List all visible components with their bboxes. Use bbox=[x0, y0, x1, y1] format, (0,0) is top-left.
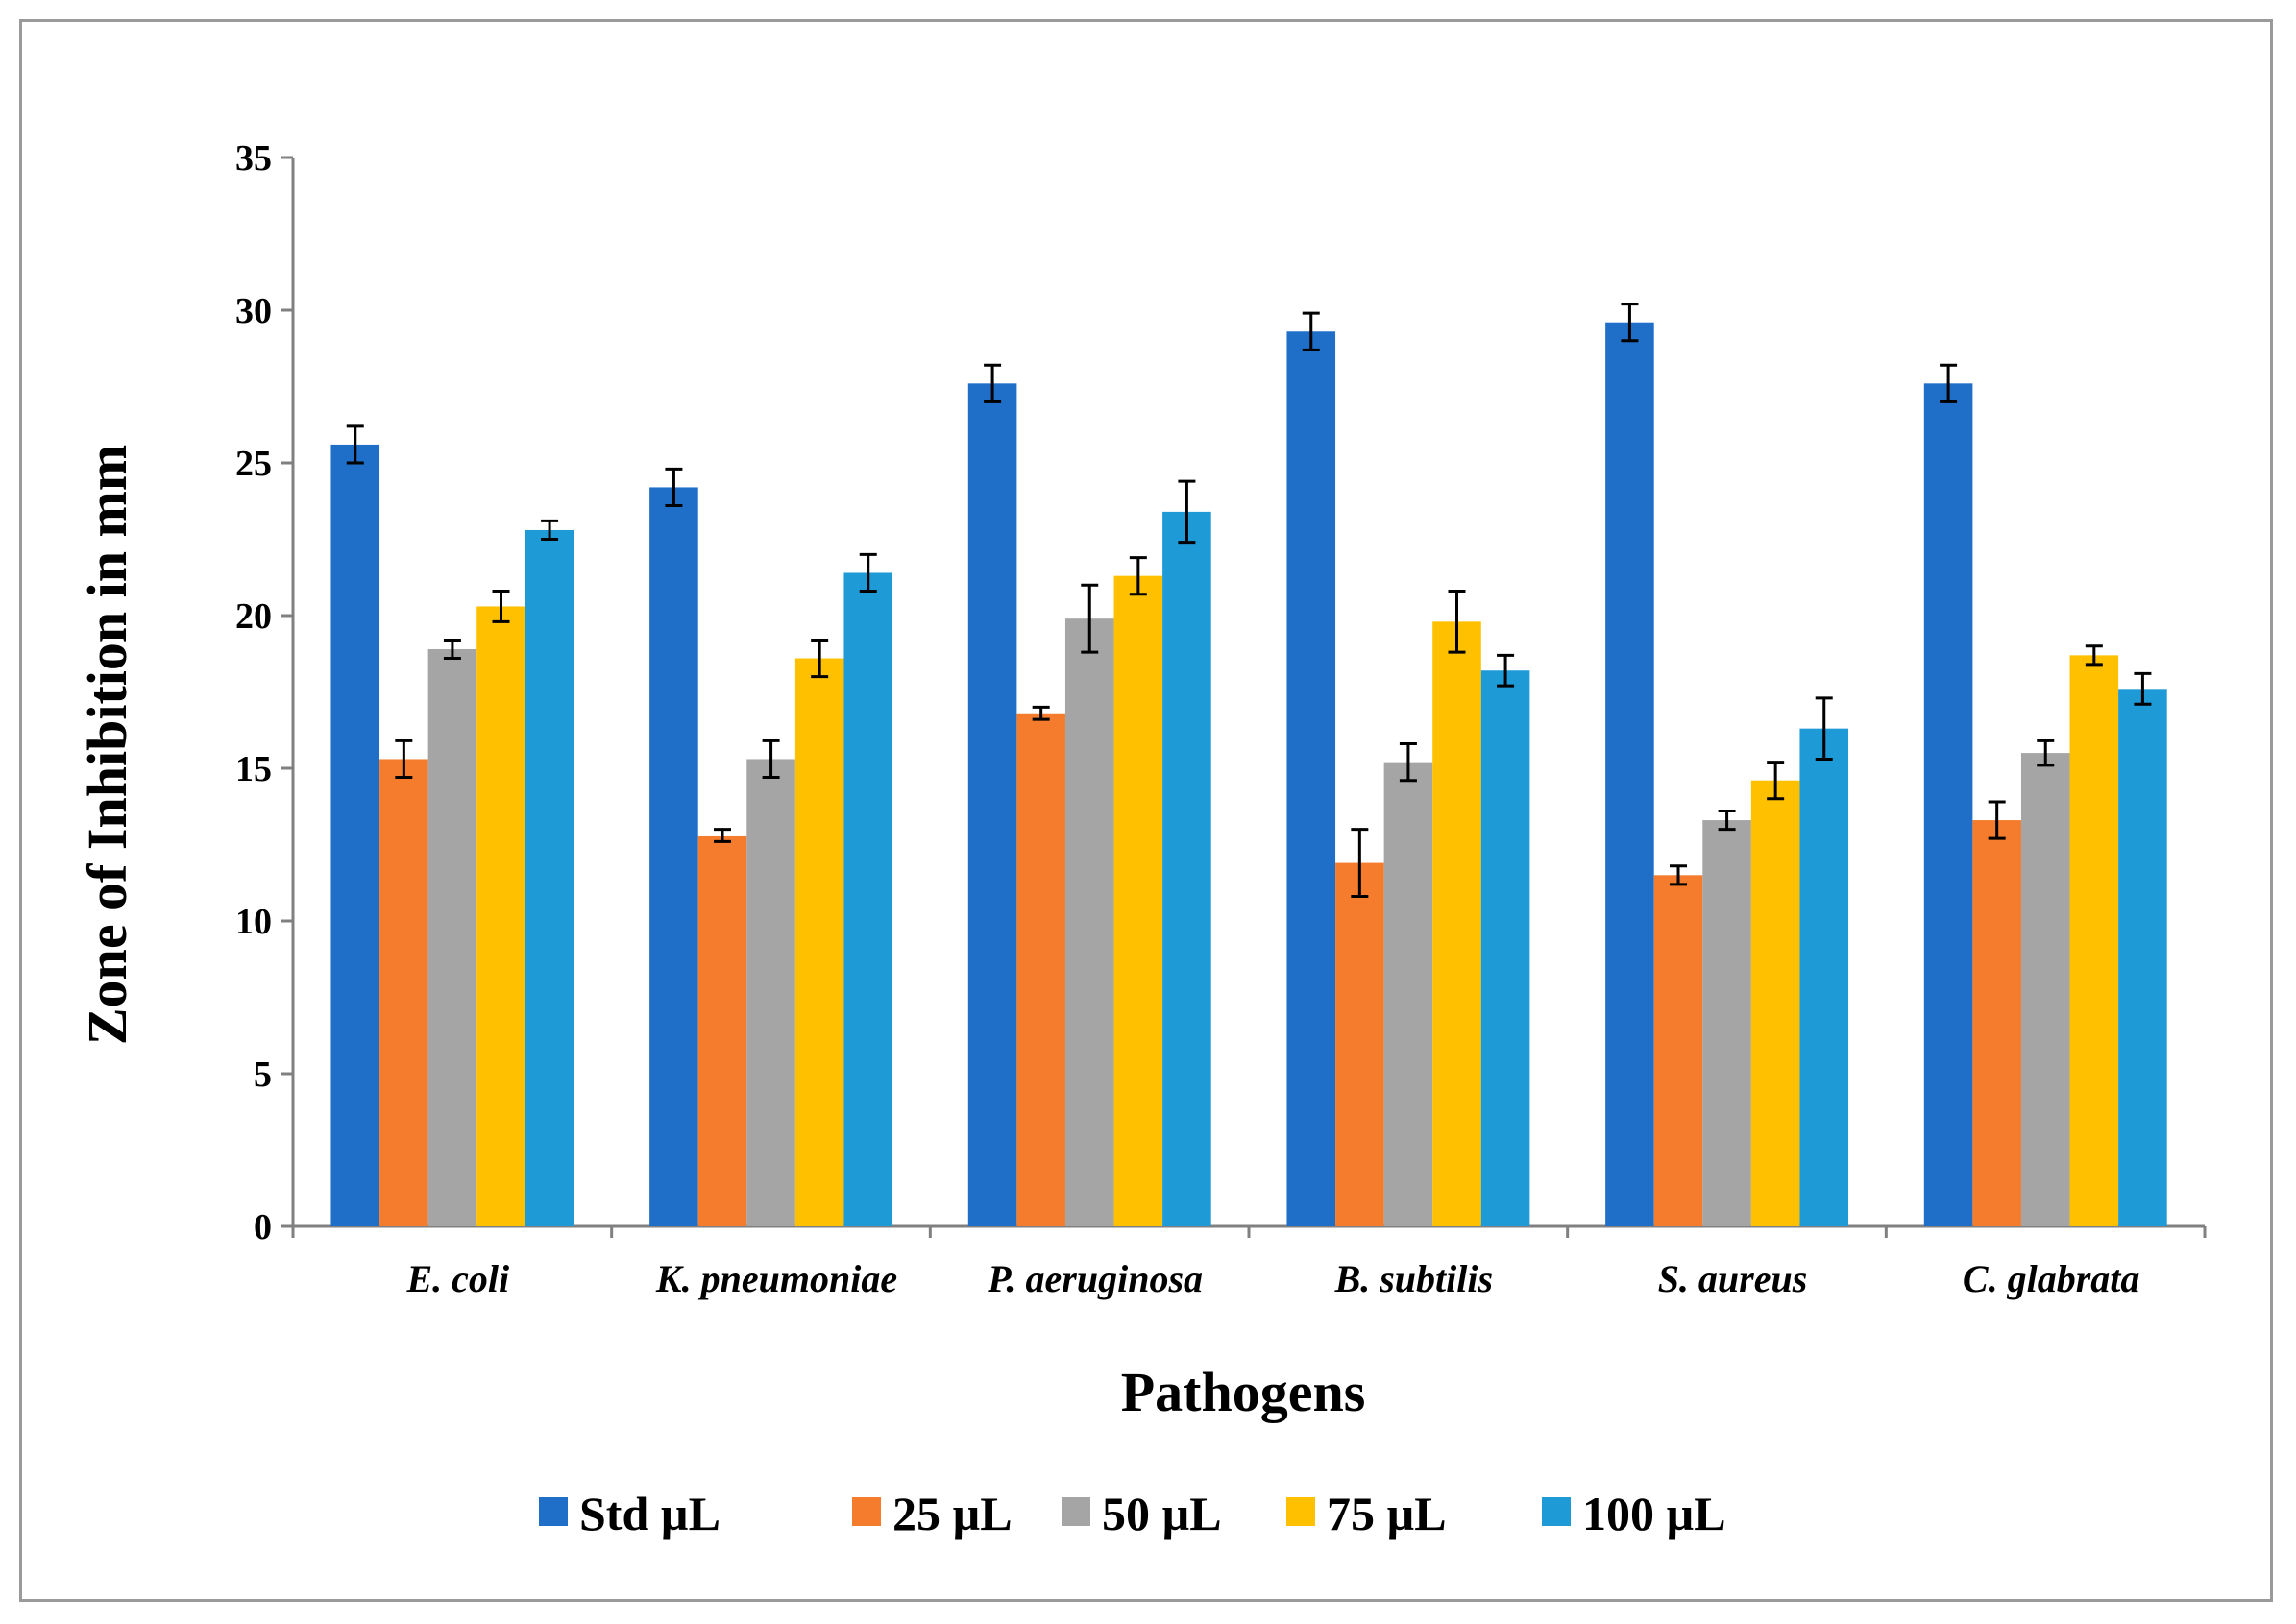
bar bbox=[697, 835, 747, 1226]
bar bbox=[1605, 322, 1654, 1227]
bar bbox=[1335, 862, 1384, 1226]
bar bbox=[2118, 689, 2167, 1226]
bar-chart: 0 5 10 15 20 25 30 35 E. coli K. pneumoniae P. aer… bbox=[76, 138, 2207, 1540]
bar bbox=[1480, 670, 1530, 1226]
bar bbox=[1064, 618, 1114, 1226]
y-tick-label: 5 bbox=[254, 1054, 272, 1095]
legend-label: 75 µL bbox=[1327, 1487, 1447, 1540]
bar bbox=[476, 606, 525, 1226]
bar bbox=[1113, 575, 1163, 1226]
y-axis-title: Zone of Inhibition in mm bbox=[76, 445, 138, 1045]
x-category-label: P. aeruginosa bbox=[987, 1257, 1203, 1300]
x-axis-title: Pathogens bbox=[1121, 1361, 1366, 1423]
legend-label: 50 µL bbox=[1102, 1487, 1222, 1540]
bar bbox=[1016, 713, 1065, 1226]
bar bbox=[1972, 820, 2021, 1226]
bar bbox=[525, 529, 574, 1226]
bar bbox=[2020, 753, 2070, 1226]
legend-swatch bbox=[539, 1497, 568, 1526]
legend-swatch bbox=[1542, 1497, 1571, 1526]
y-tick-label: 25 bbox=[235, 444, 272, 484]
x-category-label: C. glabrata bbox=[1963, 1257, 2139, 1300]
bar bbox=[1702, 820, 1751, 1226]
legend-swatch bbox=[852, 1497, 881, 1526]
legend-label: Std µL bbox=[579, 1487, 721, 1540]
chart-frame: 0 5 10 15 20 25 30 35 E. coli K. pneumoniae P. aer… bbox=[19, 19, 2273, 1602]
bar bbox=[649, 487, 698, 1226]
x-category-label: B. subtilis bbox=[1334, 1257, 1494, 1300]
legend-label: 100 µL bbox=[1582, 1487, 1726, 1540]
bar bbox=[1799, 728, 1849, 1226]
bar bbox=[1286, 331, 1336, 1226]
bar bbox=[1162, 511, 1211, 1226]
x-category-label: K. pneumoniae bbox=[655, 1257, 897, 1300]
y-tick-label: 35 bbox=[235, 138, 272, 179]
x-category-label: E. coli bbox=[405, 1257, 509, 1300]
y-tick-label: 10 bbox=[235, 902, 272, 942]
bar bbox=[1750, 780, 1800, 1226]
legend-swatch bbox=[1062, 1497, 1090, 1526]
y-tick-label: 0 bbox=[254, 1207, 272, 1248]
bar bbox=[967, 383, 1017, 1226]
y-tick-label: 15 bbox=[235, 749, 272, 789]
y-tick-label: 20 bbox=[235, 596, 272, 637]
y-tick-label: 30 bbox=[235, 291, 272, 331]
bar bbox=[794, 658, 844, 1226]
legend-label: 25 µL bbox=[892, 1487, 1013, 1540]
bar bbox=[2069, 655, 2119, 1226]
legend-swatch bbox=[1286, 1497, 1315, 1526]
bar bbox=[1923, 383, 1973, 1226]
bar bbox=[746, 759, 795, 1226]
bar bbox=[379, 759, 428, 1226]
bar bbox=[427, 648, 477, 1226]
x-category-label: S. aureus bbox=[1658, 1257, 1808, 1300]
bar bbox=[1383, 762, 1433, 1226]
bar bbox=[1653, 875, 1703, 1226]
bar bbox=[330, 444, 380, 1226]
bar bbox=[1432, 621, 1481, 1226]
bar bbox=[843, 572, 893, 1226]
